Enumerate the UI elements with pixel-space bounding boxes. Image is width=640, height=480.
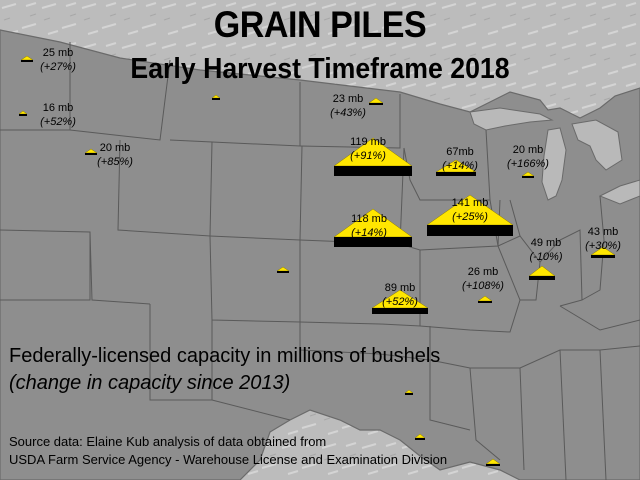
pile-label-wa: 25 mb (+27%) bbox=[28, 46, 88, 74]
grain-pile-ks bbox=[371, 289, 429, 314]
pile-value: 23 mb bbox=[332, 93, 364, 105]
caption-main: Federally-licensed capacity in millions … bbox=[9, 345, 441, 367]
grain-pile-ne bbox=[333, 208, 413, 247]
grain-pile-id-base bbox=[85, 153, 97, 155]
grain-pile-small-4-base bbox=[486, 464, 500, 466]
map-subtitle: Early Harvest Timeframe 2018 bbox=[130, 53, 510, 85]
pile-label-mn: 67mb (+14%) bbox=[430, 145, 490, 173]
pile-value: 20 mb bbox=[99, 142, 131, 154]
pile-change: (+14%) bbox=[442, 160, 478, 172]
pile-change: (-10%) bbox=[529, 251, 563, 263]
state-borders bbox=[0, 42, 640, 480]
grain-pile-ia-base bbox=[427, 225, 513, 236]
grain-pile-small-0-base bbox=[212, 98, 220, 100]
grain-pile-small-1-base bbox=[277, 271, 289, 273]
pile-label-or: 16 mb (+52%) bbox=[28, 101, 88, 129]
pile-label-ia: 141 mb (+25%) bbox=[440, 196, 500, 224]
pile-label-sd: 119 mb (+91%) bbox=[338, 135, 398, 163]
grain-pile-small-0 bbox=[211, 94, 221, 100]
grain-piles bbox=[18, 55, 616, 466]
grain-pile-il-base bbox=[529, 276, 555, 280]
grain-pile-small-3 bbox=[414, 433, 426, 440]
grain-pile-small-2-base bbox=[405, 393, 413, 395]
pile-change: (+30%) bbox=[585, 240, 621, 252]
grain-pile-nd bbox=[368, 97, 384, 105]
pile-value: 26 mb bbox=[467, 266, 499, 278]
grain-pile-ia bbox=[426, 194, 514, 236]
lake-michigan bbox=[541, 127, 567, 201]
pile-label-ne: 118 mb (+14%) bbox=[339, 212, 399, 240]
pile-value: 49 mb bbox=[530, 237, 562, 249]
grain-pile-wa bbox=[20, 55, 34, 62]
grain-pile-or-base bbox=[19, 114, 27, 116]
pile-change: (+52%) bbox=[382, 296, 418, 308]
pile-label-il: 49 mb (-10%) bbox=[516, 236, 576, 264]
pile-value: 43 mb bbox=[587, 226, 619, 238]
grain-pile-ks-base bbox=[372, 308, 428, 314]
grain-pile-oh bbox=[590, 246, 616, 258]
grain-pile-ne-base bbox=[334, 237, 412, 247]
grain-pile-small-1 bbox=[276, 266, 290, 273]
grain-pile-wi bbox=[521, 171, 535, 178]
grain-pile-small-4 bbox=[485, 458, 501, 466]
pile-value: 25 mb bbox=[42, 47, 74, 59]
grain-pile-wi-base bbox=[522, 176, 534, 178]
pile-change: (+27%) bbox=[40, 61, 76, 73]
grain-pile-wa-base bbox=[21, 60, 33, 62]
grain-pile-sd bbox=[333, 137, 413, 176]
grain-pile-sd-base bbox=[334, 166, 412, 176]
grain-pile-oh-base bbox=[591, 255, 615, 258]
lake-huron bbox=[571, 119, 623, 171]
grain-pile-mn bbox=[435, 159, 477, 176]
grain-pile-small-2 bbox=[404, 389, 414, 395]
grain-pile-mn-base bbox=[436, 172, 476, 176]
pile-value: 67mb bbox=[446, 146, 474, 158]
pile-change: (+91%) bbox=[350, 150, 386, 162]
pile-change: (+108%) bbox=[462, 280, 504, 292]
grain-pile-or bbox=[18, 110, 28, 116]
pile-change: (+25%) bbox=[452, 211, 488, 223]
grain-pile-small-3-base bbox=[415, 438, 425, 440]
pile-label-nd: 23 mb (+43%) bbox=[318, 92, 378, 120]
grain-pile-id bbox=[84, 148, 98, 155]
pile-value: 20 mb bbox=[512, 144, 544, 156]
pile-change: (+85%) bbox=[97, 156, 133, 168]
source-line-1: Source data: Elaine Kub analysis of data… bbox=[9, 434, 327, 449]
pile-value: 118 mb bbox=[351, 213, 387, 225]
lake-superior bbox=[469, 107, 554, 131]
pile-label-oh: 43 mb (+30%) bbox=[573, 225, 633, 253]
pile-value: 89 mb bbox=[384, 282, 416, 294]
grain-pile-nd-base bbox=[369, 103, 383, 105]
grain-pile-mo-base bbox=[478, 301, 492, 303]
pile-change: (+166%) bbox=[507, 158, 549, 170]
pile-label-mo: 26 mb (+108%) bbox=[453, 265, 513, 293]
pile-value: 141 mb bbox=[451, 197, 489, 209]
grain-pile-il bbox=[528, 265, 556, 280]
pile-label-wi: 20 mb (+166%) bbox=[498, 143, 558, 171]
pile-change: (+43%) bbox=[330, 107, 366, 119]
pile-label-id: 20 mb (+85%) bbox=[85, 141, 145, 169]
source-line-2: USDA Farm Service Agency - Warehouse Lic… bbox=[9, 452, 448, 467]
pile-value: 16 mb bbox=[42, 102, 74, 114]
pile-label-ks: 89 mb (+52%) bbox=[370, 281, 430, 309]
map-title: GRAIN PILES bbox=[213, 4, 427, 45]
pile-value: 119 mb bbox=[350, 136, 386, 148]
grain-pile-mo bbox=[477, 295, 493, 303]
caption-sub: (change in capacity since 2013) bbox=[9, 372, 291, 394]
pile-change: (+52%) bbox=[40, 116, 76, 128]
lake-erie bbox=[598, 179, 640, 205]
pile-change: (+14%) bbox=[351, 227, 387, 239]
